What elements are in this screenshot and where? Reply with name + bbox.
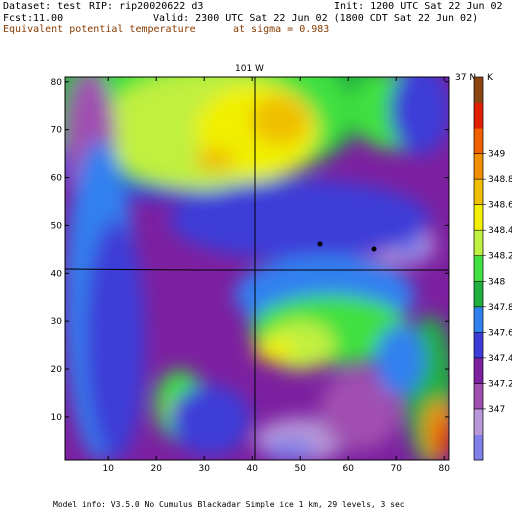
fcst-value: 11.00 xyxy=(33,13,64,24)
colorbar-segment xyxy=(474,306,483,333)
colorbar-segment xyxy=(474,332,483,359)
colorbar-segment xyxy=(474,204,483,231)
sigma-level: at sigma = 0.983 xyxy=(233,24,330,35)
colorbar-segment xyxy=(474,230,483,257)
colorbar-label: 347.2 xyxy=(488,379,512,389)
y-tick-label: 40 xyxy=(51,269,63,279)
model-info: Model info: V3.5.0 No Cumulus Blackadar … xyxy=(53,500,405,509)
colorbar-segment xyxy=(474,128,483,155)
field-region xyxy=(85,220,145,460)
city-dot xyxy=(371,246,377,252)
colorbar-segment xyxy=(474,434,483,461)
colorbar-frame xyxy=(473,76,484,461)
y-tick-label: 80 xyxy=(51,78,63,88)
field-region xyxy=(265,438,315,460)
x-tick-label: 70 xyxy=(390,464,402,474)
rip-label: RIP: rip20020622 d3 xyxy=(89,1,204,12)
y-tick-label: 60 xyxy=(51,174,63,184)
colorbar-segment xyxy=(474,255,483,282)
y-tick-label: 70 xyxy=(51,126,63,136)
parallel-label: 37 N xyxy=(455,73,476,83)
x-tick-label: 50 xyxy=(294,464,306,474)
colorbar-label: 348 xyxy=(488,277,505,287)
colorbar xyxy=(473,76,484,461)
x-tick-label: 60 xyxy=(342,464,354,474)
city-dot xyxy=(317,241,323,247)
colorbar-segment xyxy=(474,77,483,104)
colorbar-label: 348.6 xyxy=(488,201,512,211)
contour-fill xyxy=(65,77,449,460)
colorbar-segment xyxy=(474,153,483,180)
colorbar-segment xyxy=(474,383,483,410)
colorbar-label: 347.4 xyxy=(488,354,512,364)
x-tick-label: 20 xyxy=(150,464,162,474)
colorbar-segment xyxy=(474,281,483,308)
x-tick-label: 80 xyxy=(438,464,450,474)
field-region xyxy=(436,422,448,458)
colorbar-segment xyxy=(474,179,483,206)
colorbar-label: 348.8 xyxy=(488,175,512,185)
colorbar-labels: 347 347.2 347.4 347.6 347.8 348 348.2 348.4 348.… xyxy=(474,150,512,415)
field-region xyxy=(375,325,425,395)
x-tick-label: 30 xyxy=(198,464,210,474)
field-name: Equivalent potential temperature xyxy=(3,24,196,35)
field-region xyxy=(170,385,250,455)
colorbar-label: 348.4 xyxy=(488,226,512,236)
colorbar-label: 349 xyxy=(488,150,505,160)
colorbar-label: 347.8 xyxy=(488,303,512,313)
fcst-label: Fcst: xyxy=(3,13,34,24)
parallel-line xyxy=(64,268,449,271)
unit-label: K xyxy=(487,73,494,83)
x-axis: 10 20 30 40 50 60 70 80 xyxy=(102,77,450,474)
colorbar-segment xyxy=(474,357,483,384)
y-tick-label: 20 xyxy=(51,365,63,375)
init-label: Init: 1200 UTC Sat 22 Jun 02 xyxy=(334,1,503,12)
field-region xyxy=(390,77,449,155)
y-tick-label: 30 xyxy=(51,317,63,327)
colorbar-label: 347 xyxy=(488,405,505,415)
y-tick-label: 50 xyxy=(51,221,63,231)
dataset-label: Dataset: test xyxy=(3,1,82,12)
y-tick-label: 10 xyxy=(51,413,63,423)
colorbar-segment xyxy=(474,102,483,129)
field-region xyxy=(170,180,430,260)
plot-frame xyxy=(64,76,450,461)
meridian-label: 101 W xyxy=(235,64,264,74)
colorbar-label: 347.6 xyxy=(488,328,512,338)
colorbar-segment xyxy=(474,408,483,435)
x-tick-label: 40 xyxy=(246,464,258,474)
field-region xyxy=(195,148,235,172)
field-region xyxy=(320,370,400,450)
y-axis: 10 20 30 40 50 60 70 80 xyxy=(51,78,449,423)
field-region xyxy=(250,95,310,145)
x-tick-label: 10 xyxy=(102,464,114,474)
valid-label: Valid: 2300 UTC Sat 22 Jun 02 (1800 CDT … xyxy=(153,13,479,24)
colorbar-label: 348.2 xyxy=(488,252,512,262)
field-region xyxy=(255,338,295,362)
